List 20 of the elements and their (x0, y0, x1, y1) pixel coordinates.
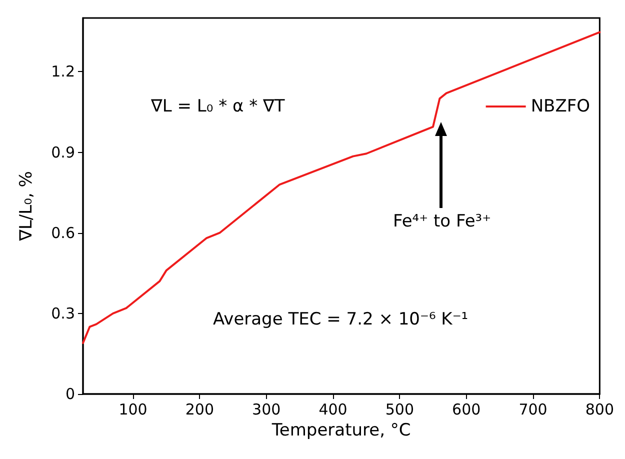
y-axis-title: ∇L/L₀, % (16, 171, 36, 242)
line-series (82, 31, 601, 344)
y-tick-label: 1.2 (51, 62, 75, 81)
x-tick-label: 800 (585, 400, 614, 418)
y-tick-label: 0.3 (51, 304, 75, 322)
x-tick-label: 200 (185, 400, 214, 418)
x-tick-label: 500 (385, 400, 414, 418)
annotation: Fe⁴⁺ to Fe³⁺ (393, 212, 492, 232)
annotation: Average TEC = 7.2 × 10⁻⁶ K⁻¹ (213, 310, 468, 330)
x-tick-label: 700 (518, 400, 548, 418)
legend-label: NBZFO (530, 96, 590, 116)
y-tick-label: 0.9 (51, 143, 75, 162)
y-tick-label: 0.6 (51, 224, 75, 242)
x-axis-title: Temperature, °C (270, 420, 411, 440)
x-tick-label: 300 (252, 400, 281, 418)
x-tick-label: 600 (452, 400, 481, 418)
annotation: ∇L = L₀ * α * ∇T (150, 96, 286, 116)
x-tick-label: 400 (318, 400, 348, 418)
y-tick-label: 0 (65, 385, 75, 403)
x-tick-label: 100 (118, 400, 148, 418)
